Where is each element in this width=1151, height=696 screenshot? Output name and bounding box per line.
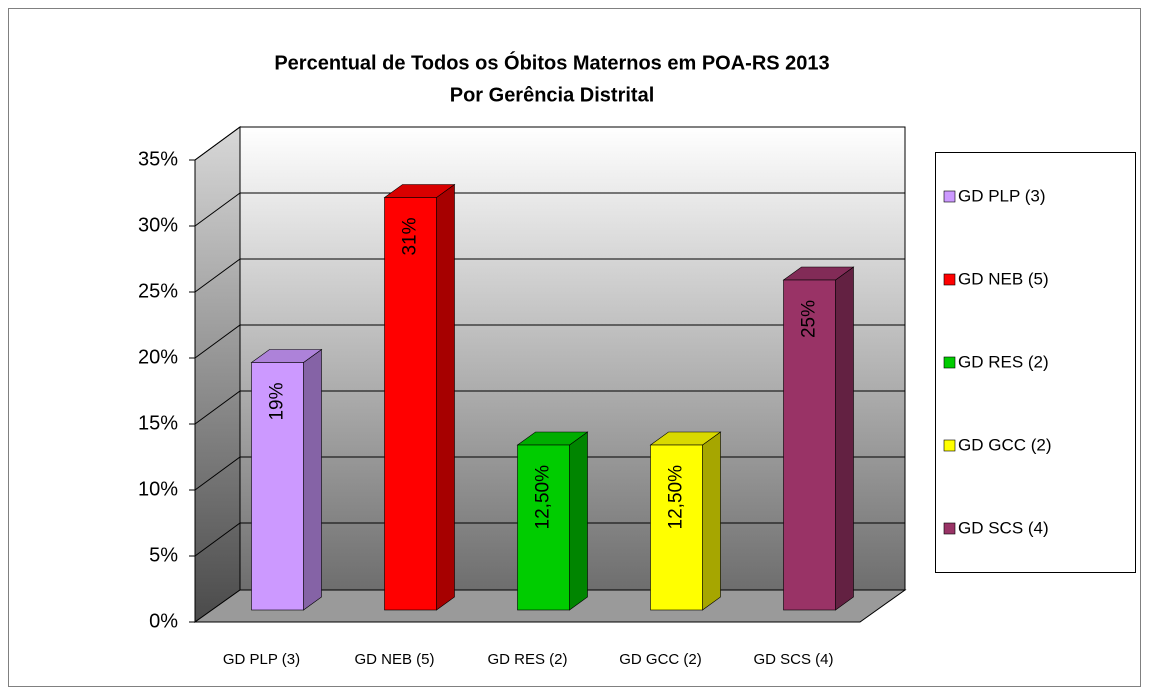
- grid-line: [194, 258, 905, 293]
- legend-label: GD SCS (4): [958, 518, 1049, 537]
- bar-side: [303, 348, 322, 611]
- value-label: 25%: [799, 300, 820, 338]
- x-tick-label: GD PLP (3): [223, 651, 300, 668]
- bar: [517, 444, 570, 611]
- value-label: 12,50%: [533, 465, 554, 530]
- grid-line: [194, 324, 905, 359]
- legend: [935, 152, 1136, 573]
- y-tick-label: 15%: [138, 412, 178, 434]
- bar-side: [436, 183, 455, 611]
- chart-subtitle: Por Gerência Distrital: [450, 84, 655, 106]
- bar-side: [835, 266, 854, 611]
- grid-line: [194, 390, 905, 425]
- value-label: 19%: [267, 382, 288, 420]
- bar: [251, 362, 304, 611]
- y-tick-label: 0%: [149, 610, 178, 632]
- legend-swatch: [943, 273, 956, 286]
- grid-line: [194, 192, 905, 227]
- y-tick-label: 35%: [138, 148, 178, 170]
- x-tick-label: GD SCS (4): [753, 651, 833, 668]
- y-tick-label: 30%: [138, 214, 178, 236]
- legend-swatch: [943, 439, 956, 452]
- value-label: 12,50%: [666, 465, 687, 530]
- chart-title: Percentual de Todos os Óbitos Maternos e…: [274, 50, 829, 74]
- x-tick-label: GD RES (2): [487, 651, 567, 668]
- bar: [384, 197, 437, 611]
- legend-swatch: [943, 522, 956, 535]
- y-tick-label: 20%: [138, 346, 178, 368]
- y-tick-label: 10%: [138, 478, 178, 500]
- x-tick-label: GD NEB (5): [354, 651, 434, 668]
- legend-label: GD RES (2): [958, 352, 1049, 371]
- y-tick-label: 5%: [149, 544, 178, 566]
- legend-label: GD GCC (2): [958, 435, 1052, 454]
- bar: [650, 444, 703, 611]
- legend-swatch: [943, 356, 956, 369]
- bar-side: [569, 431, 588, 611]
- bar-side: [702, 431, 721, 611]
- legend-swatch: [943, 190, 956, 203]
- side-wall: [194, 126, 241, 623]
- x-tick-label: GD GCC (2): [619, 651, 702, 668]
- grid-line: [194, 126, 905, 161]
- legend-label: GD NEB (5): [958, 269, 1049, 288]
- bar: [783, 279, 836, 611]
- legend-label: GD PLP (3): [958, 186, 1046, 205]
- value-label: 31%: [400, 217, 421, 255]
- y-tick-label: 25%: [138, 280, 178, 302]
